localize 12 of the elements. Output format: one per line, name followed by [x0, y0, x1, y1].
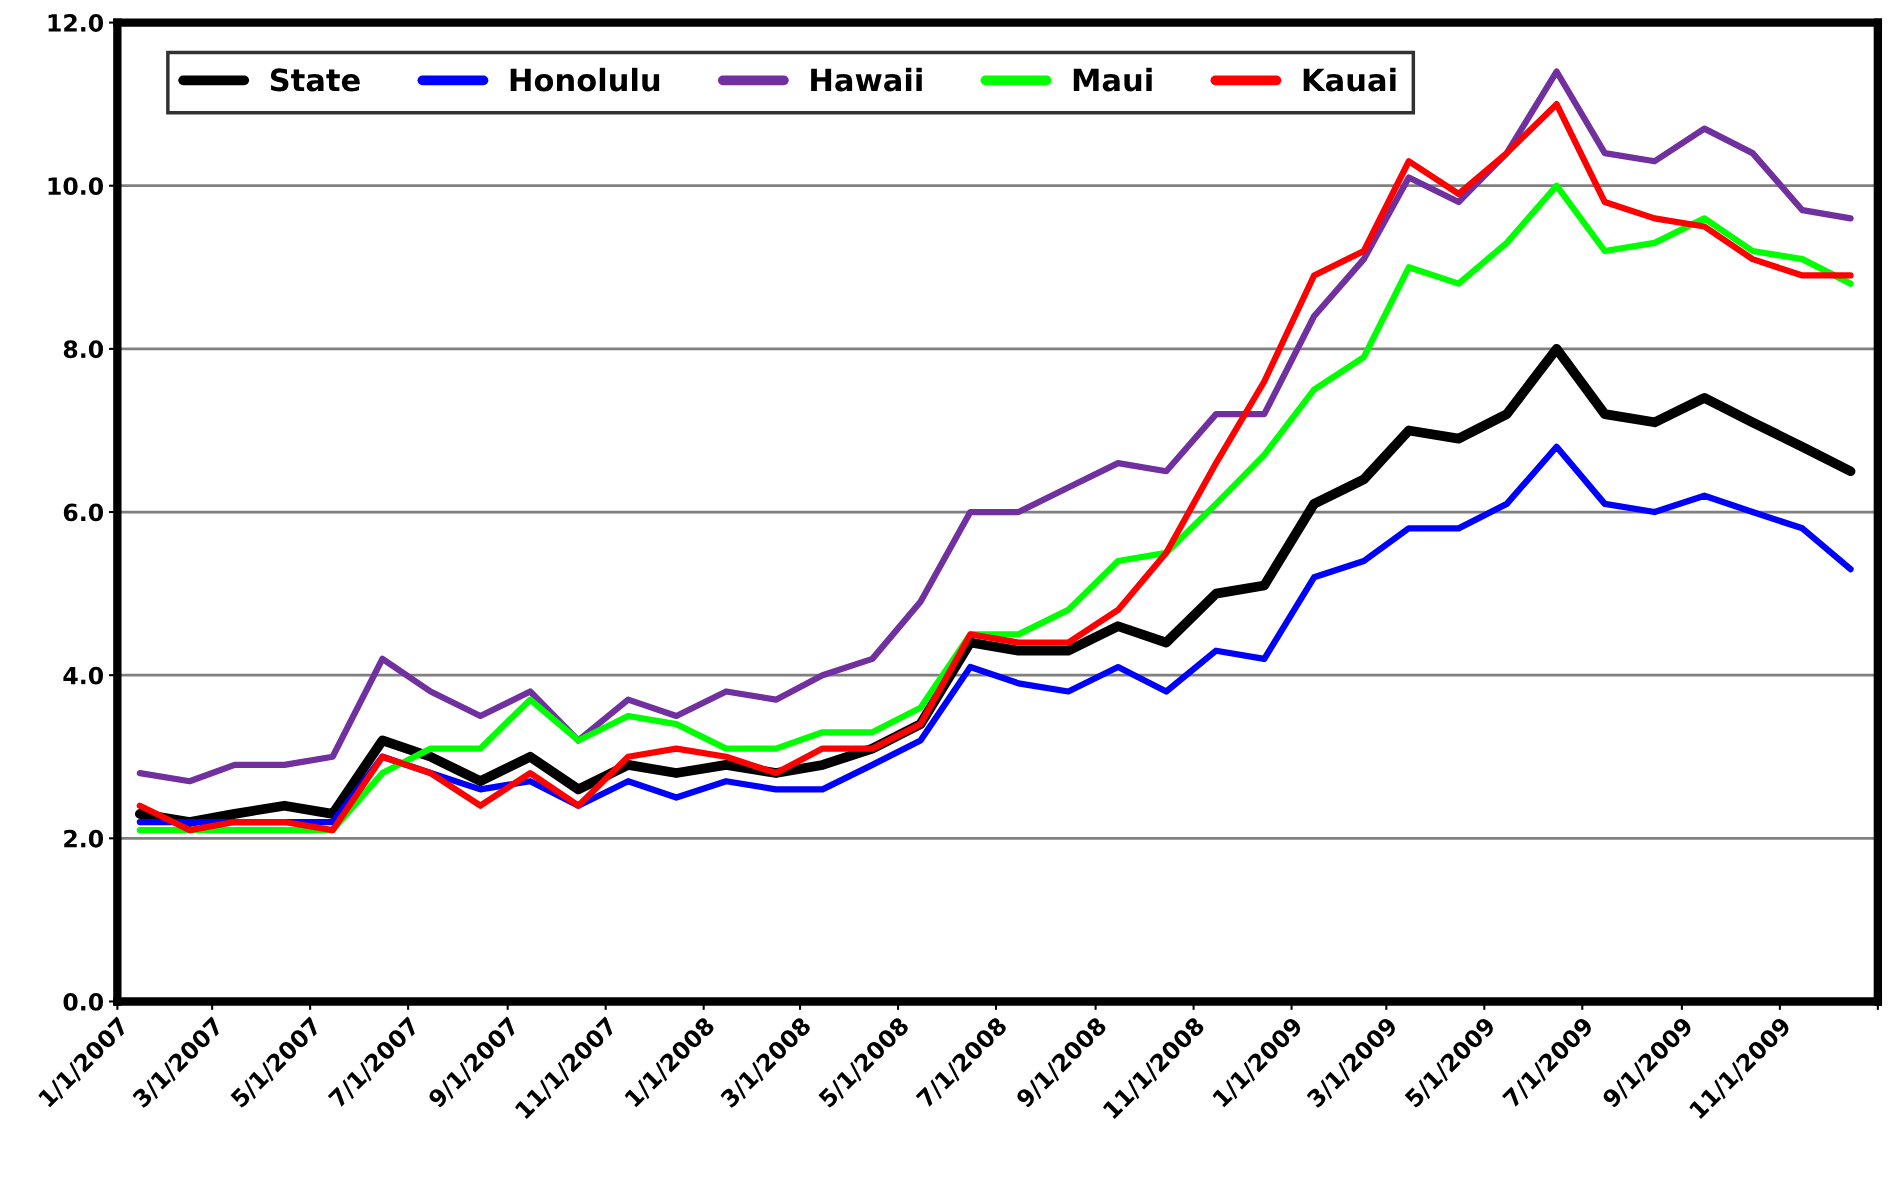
legend-label: Maui [1073, 67, 1152, 92]
y-tick-label: 2.0 [64, 829, 104, 848]
legend-label: State [270, 68, 360, 92]
legend-label: Kauai [1303, 67, 1396, 92]
y-tick-label: 8.0 [63, 340, 104, 359]
y-tick-label: 10.0 [48, 177, 104, 196]
y-tick-label: 12.0 [48, 14, 104, 32]
y-tick-label: 4.0 [63, 666, 104, 685]
y-tick-label: 6.0 [63, 503, 104, 522]
legend-label: Hawaii [811, 67, 922, 92]
y-tick-label: 0.0 [63, 992, 104, 1011]
legend-label: Honolulu [510, 67, 660, 92]
